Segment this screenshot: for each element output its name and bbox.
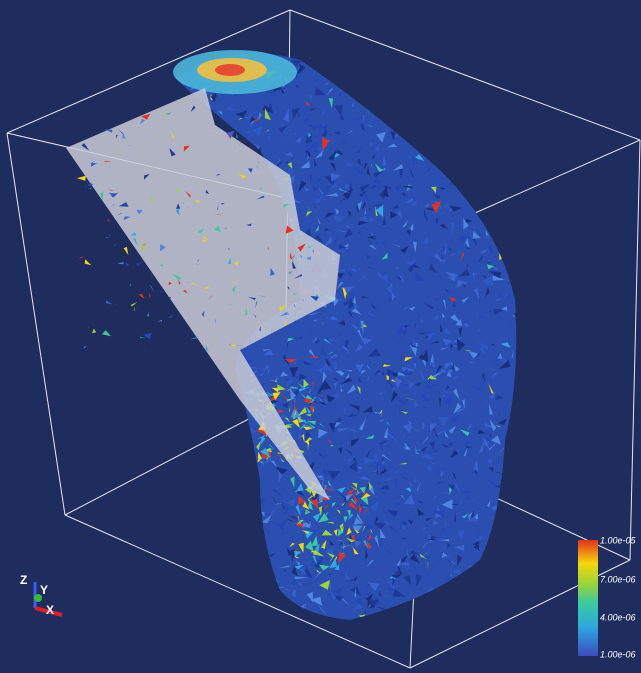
colorbar-label: 7.00e-06 bbox=[600, 574, 636, 584]
hot-spot bbox=[215, 64, 245, 76]
color-bar bbox=[578, 540, 598, 656]
axis-label: Z bbox=[20, 573, 27, 587]
colorbar-label: 1.00e-05 bbox=[600, 535, 637, 545]
visualization: 1.00e-05 7.00e-06 4.00e-06 1.00e-06 Z Y … bbox=[0, 0, 641, 673]
axis-label: X bbox=[46, 603, 54, 617]
colorbar-label: 4.00e-06 bbox=[600, 612, 636, 622]
colorbar-label: 1.00e-06 bbox=[600, 649, 636, 659]
axis-label: Y bbox=[40, 583, 48, 597]
